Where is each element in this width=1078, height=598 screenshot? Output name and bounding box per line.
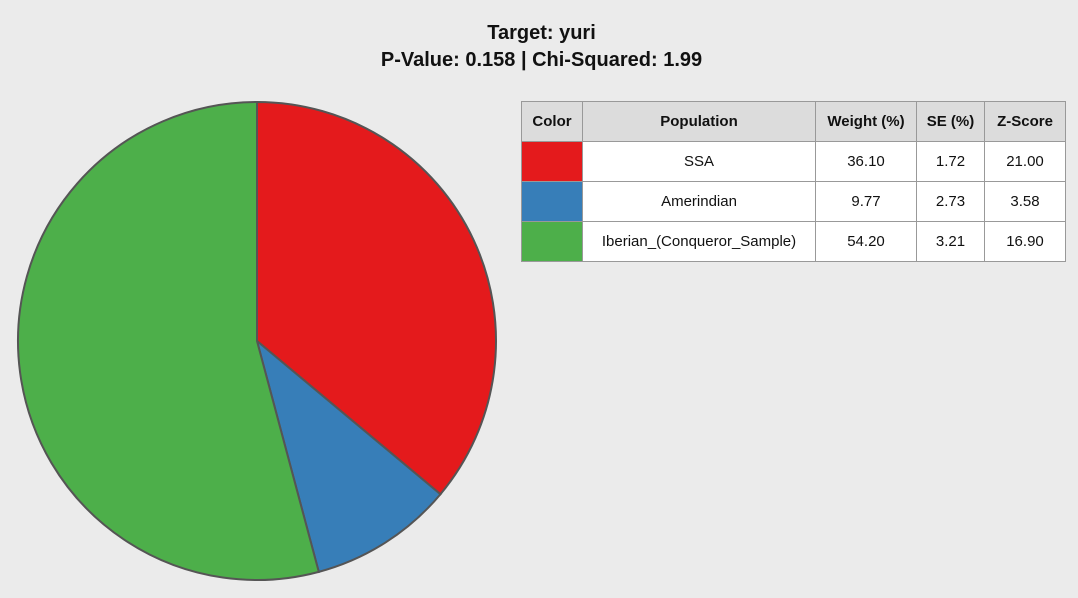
chart-titles: Target: yuri P-Value: 0.158 | Chi-Square…: [0, 20, 1078, 74]
results-table: Color Population Weight (%) SE (%) Z-Score S…: [521, 101, 1066, 262]
header-row: Color Population Weight (%) SE (%) Z-Score: [521, 101, 1066, 142]
se-cell: 1.72: [916, 141, 985, 182]
z-score-cell: 3.58: [984, 181, 1066, 222]
weight-cell: 9.77: [815, 181, 917, 222]
population-cell: SSA: [582, 141, 816, 182]
z-score-cell: 21.00: [984, 141, 1066, 182]
z-score-cell: 16.90: [984, 221, 1066, 262]
column-header: Weight (%): [815, 101, 917, 142]
pie-chart: [17, 100, 497, 581]
se-cell: 2.73: [916, 181, 985, 222]
column-header: Z-Score: [984, 101, 1066, 142]
table-row: Amerindian 9.77 2.73 3.58: [521, 181, 1066, 222]
column-header: Color: [521, 101, 583, 142]
weight-cell: 54.20: [815, 221, 917, 262]
population-cell: Iberian_(Conqueror_Sample): [582, 221, 816, 262]
se-cell: 3.21: [916, 221, 985, 262]
weight-cell: 36.10: [815, 141, 917, 182]
color-swatch: [521, 141, 583, 182]
column-header: Population: [582, 101, 816, 142]
table-row: Iberian_(Conqueror_Sample) 54.20 3.21 16.90: [521, 221, 1066, 262]
chart-title: Target: yuri: [487, 22, 596, 44]
column-header: SE (%): [916, 101, 985, 142]
table-row: SSA 36.10 1.72 21.00: [521, 141, 1066, 182]
color-swatch: [521, 221, 583, 262]
pie-slice: [256, 100, 497, 496]
pie-slice: [255, 338, 442, 574]
chart-subtitle: P-Value: 0.158 | Chi-Squared: 1.99: [380, 49, 703, 71]
pie-slice: [17, 100, 321, 581]
color-swatch: [521, 181, 583, 222]
population-cell: Amerindian: [582, 181, 816, 222]
